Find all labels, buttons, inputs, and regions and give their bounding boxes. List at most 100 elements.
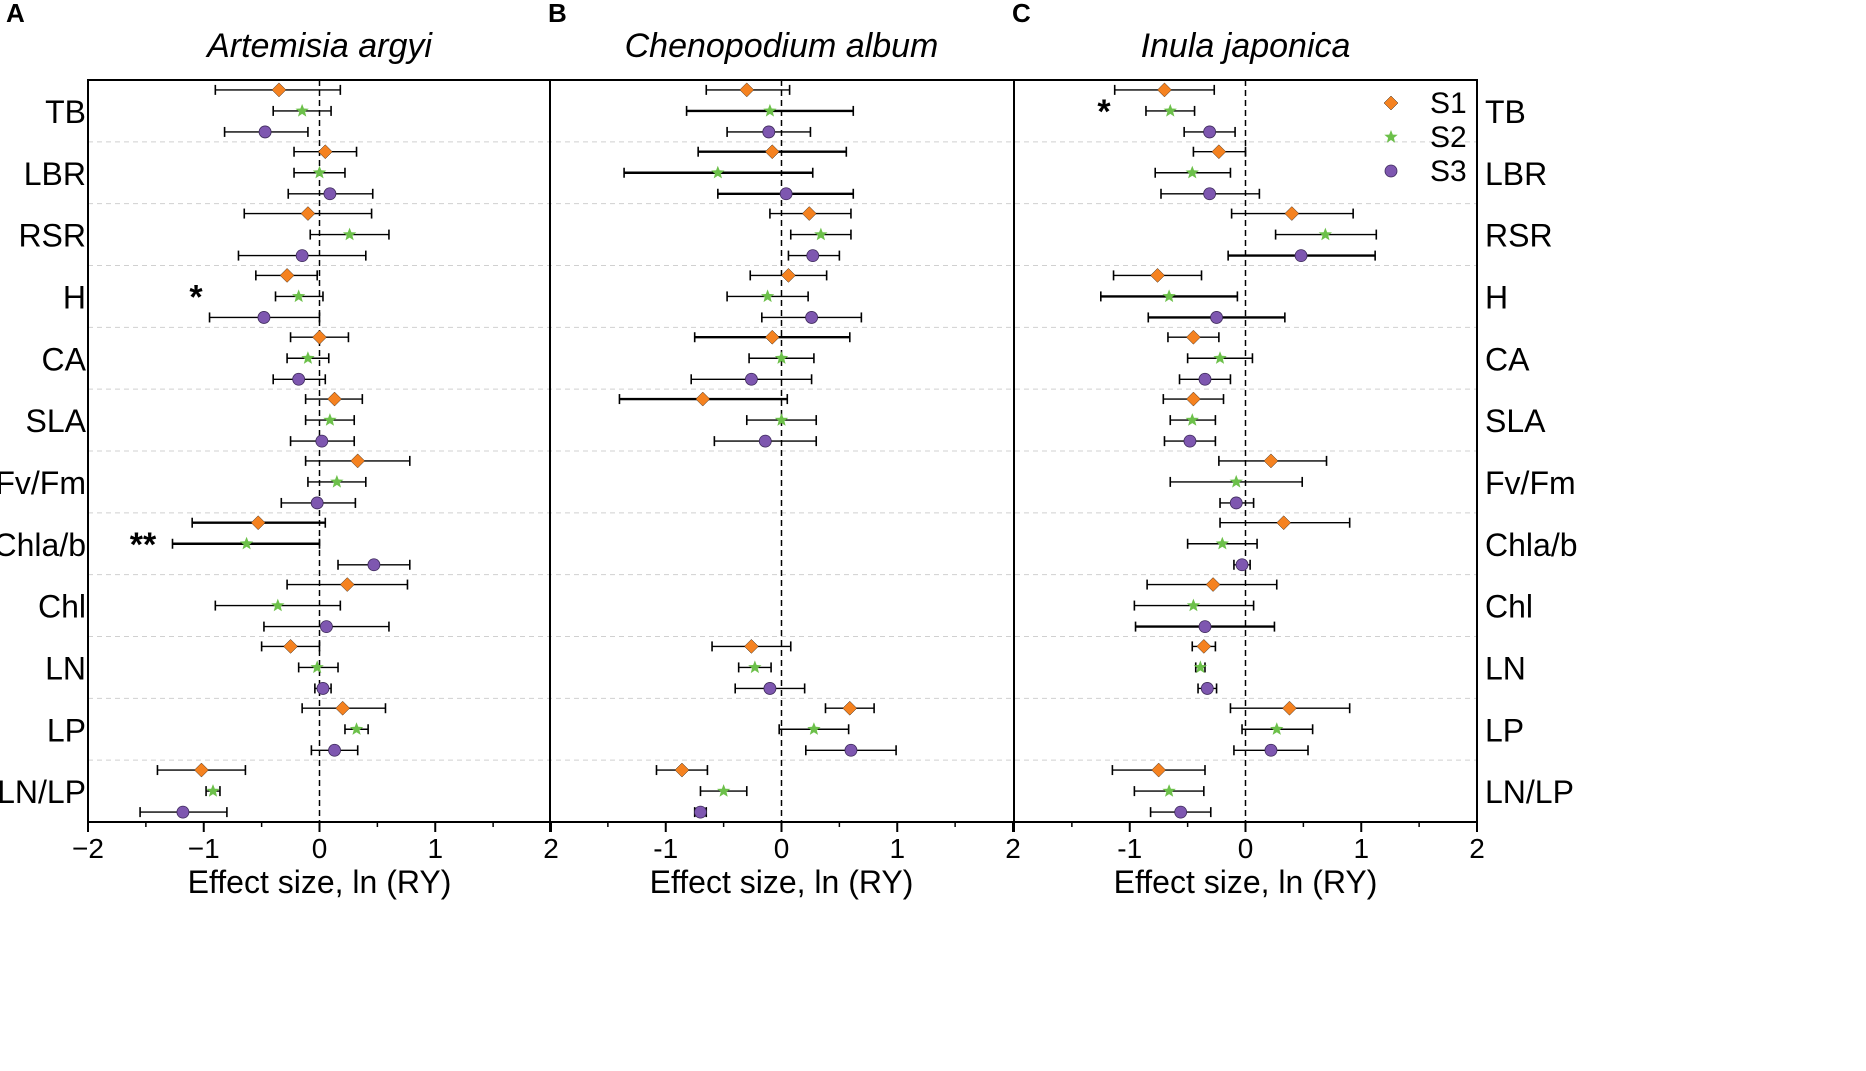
trait-label-left: LN [45,650,86,686]
trait-label-right: CA [1485,341,1530,377]
data-point [1229,496,1243,510]
trait-label-right: Chl [1485,589,1533,625]
data-point [349,722,364,735]
x-tick-label: -1 [653,833,678,864]
trait-label-left: SLA [26,403,87,439]
data-point [1183,434,1197,448]
data-point [1198,620,1212,634]
data-point [271,82,287,98]
data-point [774,413,789,426]
data-point [328,743,341,757]
data-point [318,144,333,160]
data-point [1150,268,1165,283]
grid-layer [88,141,1477,761]
x-tick-label: 0 [312,833,328,864]
data-point [283,639,298,654]
data-point [1235,558,1249,572]
data-point [339,577,355,592]
data-point [1157,82,1172,98]
data-point [1186,329,1201,345]
data-point [1198,372,1212,386]
data-point [310,660,324,674]
data-point [279,268,295,283]
data-point [312,329,327,345]
data-point [1215,536,1229,550]
data-point [176,805,190,819]
significance-mark: * [189,278,203,316]
data-point [779,187,793,201]
data-point [342,227,357,241]
trait-label-left: H [63,279,86,315]
legend-label: S2 [1430,121,1467,154]
data-point [300,206,316,221]
data-point [761,289,775,303]
legend-label: S3 [1430,155,1467,188]
data-point [758,434,772,448]
trait-label-left: CA [42,341,87,377]
trait-label-left: Chl [38,589,86,625]
data-point [257,311,271,324]
panel-letter: B [548,0,567,28]
data-point [271,598,285,612]
data-point [350,453,365,469]
data-point [1282,700,1297,716]
panel-letter: A [6,0,25,28]
data-point [292,289,306,303]
data-point [781,268,796,283]
panel-title: Artemisia argyi [205,27,433,65]
data-point [1263,453,1279,469]
data-point [763,103,777,117]
data-point [1203,187,1217,201]
data-point [1211,144,1227,160]
data-point [323,413,337,426]
data-point [335,700,350,716]
data-point [1229,474,1243,488]
data-point [674,762,690,778]
axes-layer [87,79,1478,832]
x-tick-label: 1 [427,833,443,864]
data-point [1185,165,1199,179]
x-tick-label: 1 [1353,833,1369,864]
trait-label-left: TB [45,94,86,130]
data-point [764,329,780,345]
legend-marker [1384,164,1398,178]
trait-label-right: RSR [1485,218,1553,254]
legend-marker [1384,130,1398,143]
data-point [1210,311,1223,324]
panel-letter: C [1012,0,1031,28]
x-tick-label: −1 [188,833,220,864]
data-point [807,722,821,735]
data-point [711,165,725,179]
trait-label-right: SLA [1485,403,1546,439]
data-point [1193,660,1207,674]
data-point [194,762,209,778]
data-point [310,496,324,510]
legend-marker [1383,95,1399,111]
data-point [814,227,828,241]
trait-label-right: LN [1485,650,1526,686]
data-point [842,700,858,716]
significance-mark: * [1097,93,1111,131]
point-layer [176,82,1332,819]
data-point [330,474,344,488]
data-point [1162,784,1176,797]
data-point [1162,289,1176,303]
trait-label-right: LBR [1485,156,1547,192]
data-point [774,351,789,364]
trait-label-left: LN/LP [0,774,86,810]
data-point [694,805,707,819]
x-tick-label: −2 [72,833,104,864]
significance-mark: ** [130,526,157,564]
data-point [763,682,777,695]
data-point [748,660,762,674]
panel-title: Inula japonica [1141,27,1351,65]
data-point [1276,515,1291,531]
data-point [744,639,759,654]
trait-label-left: Fv/Fm [0,465,86,501]
data-point [1200,682,1214,695]
trait-label-right: TB [1485,94,1526,130]
data-point [1284,206,1300,221]
data-point [1186,598,1201,612]
data-point [1270,722,1284,735]
